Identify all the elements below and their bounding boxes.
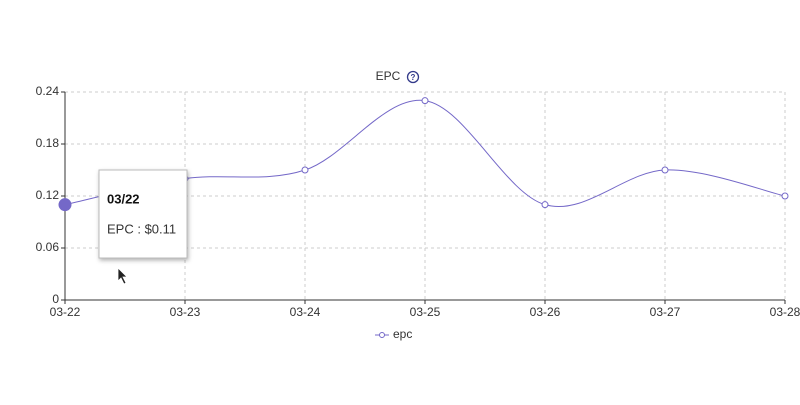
y-tick-label: 0.12 xyxy=(36,188,60,202)
x-tick-label: 03-26 xyxy=(530,305,561,319)
tooltip-box xyxy=(98,169,188,259)
x-tick-label: 03-25 xyxy=(410,305,441,319)
hovered-point xyxy=(58,198,72,212)
point xyxy=(301,166,309,174)
y-tick-label: 0.24 xyxy=(36,84,60,98)
point xyxy=(541,201,549,209)
legend-swatch xyxy=(379,332,385,338)
point xyxy=(781,192,789,200)
x-tick-label: 03-24 xyxy=(290,305,321,319)
point xyxy=(421,97,429,105)
chart-title: EPC xyxy=(376,69,401,83)
cursor xyxy=(117,267,128,285)
svg-text:?: ? xyxy=(411,73,416,82)
help-icon[interactable]: ? xyxy=(406,70,420,84)
x-tick-label: 03-22 xyxy=(50,305,81,319)
x-tick-label: 03-27 xyxy=(650,305,681,319)
x-tick-label: 03-28 xyxy=(770,305,800,319)
y-tick-label: 0.06 xyxy=(36,240,60,254)
x-tick-label: 03-23 xyxy=(170,305,201,319)
tooltip: 03/22 EPC : $0.11 xyxy=(98,169,188,259)
y-tick-label: 0 xyxy=(52,292,59,306)
tooltip-title: 03/22 xyxy=(107,191,140,206)
y-tick-label: 0.18 xyxy=(36,136,60,150)
point xyxy=(661,166,669,174)
tooltip-text: EPC : $0.11 xyxy=(107,221,176,236)
legend-label: epc xyxy=(393,327,412,341)
